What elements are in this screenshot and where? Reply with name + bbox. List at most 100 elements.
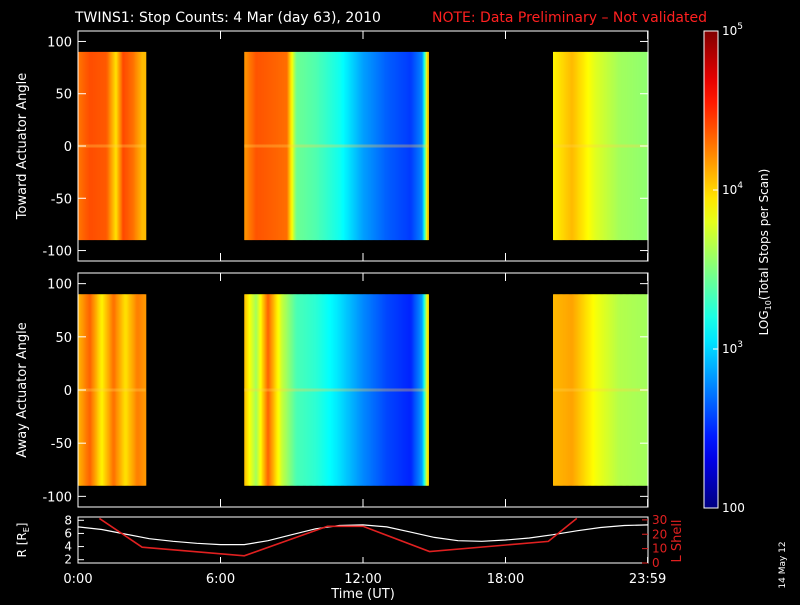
orbit-ytick-label: 6	[64, 526, 72, 540]
away-column	[277, 294, 280, 486]
away-column	[85, 294, 87, 486]
toward-column	[87, 51, 90, 241]
toward-column	[319, 51, 321, 241]
toward-column	[129, 51, 131, 241]
toward-column	[385, 51, 388, 241]
toward-column	[278, 51, 281, 241]
away-column	[631, 294, 634, 486]
away-column	[247, 294, 250, 486]
away-column	[563, 294, 566, 486]
toward-column	[110, 51, 112, 241]
away-column	[425, 294, 428, 486]
away-column	[615, 294, 618, 486]
toward-column	[370, 51, 372, 241]
toward-column	[367, 51, 370, 241]
away-column	[373, 294, 376, 486]
away-column	[605, 294, 608, 486]
toward-column	[569, 51, 572, 241]
toward-column	[349, 51, 352, 241]
away-column	[598, 294, 600, 486]
away-column	[292, 294, 295, 486]
away-column	[252, 294, 255, 486]
away-column	[368, 294, 371, 486]
toward-column	[304, 51, 307, 241]
toward-column	[395, 51, 397, 241]
toward-column	[123, 51, 125, 241]
away-column	[294, 294, 296, 486]
away-column	[401, 294, 403, 486]
orbit-xlabel: Time (UT)	[330, 587, 395, 600]
away-column	[612, 294, 615, 486]
away-column	[285, 294, 288, 486]
toward-column	[254, 51, 257, 241]
toward-column	[130, 51, 133, 241]
toward-column	[372, 51, 375, 241]
toward-column	[588, 51, 591, 241]
away-column	[345, 294, 347, 486]
toward-column	[102, 51, 105, 241]
toward-column	[245, 51, 248, 241]
toward-column	[380, 51, 383, 241]
away-column	[600, 294, 603, 486]
away-column	[617, 294, 619, 486]
toward-column	[283, 51, 286, 241]
away-column	[372, 294, 375, 486]
colorbar-tick-label: 100	[722, 501, 745, 515]
away-column	[377, 294, 380, 486]
away-column	[410, 294, 413, 486]
toward-column	[398, 51, 401, 241]
toward-column	[408, 51, 410, 241]
toward-column	[309, 51, 312, 241]
away-column	[364, 294, 366, 486]
toward-column	[315, 51, 318, 241]
away-zero-band	[244, 388, 429, 392]
away-column	[353, 294, 356, 486]
away-column	[632, 294, 635, 486]
toward-column	[257, 51, 260, 241]
toward-column	[292, 51, 295, 241]
away-column	[322, 294, 325, 486]
away-column	[326, 294, 328, 486]
away-column	[135, 294, 137, 486]
away-column	[89, 294, 92, 486]
toward-column	[390, 51, 393, 241]
toward-column	[563, 51, 566, 241]
away-column	[336, 294, 339, 486]
away-column	[97, 294, 99, 486]
toward-column	[405, 51, 408, 241]
away-column	[411, 294, 414, 486]
away-column	[561, 294, 564, 486]
away-column	[367, 294, 370, 486]
away-column	[402, 294, 404, 486]
away-column	[313, 294, 315, 486]
toward-column	[127, 51, 130, 241]
orbit-xtick-label: 23:59	[629, 572, 666, 587]
chart-title: TWINS1: Stop Counts: 4 Mar (day 63), 201…	[74, 10, 381, 26]
away-column	[360, 294, 363, 486]
away-column	[574, 294, 577, 486]
toward-column	[322, 51, 325, 241]
toward-column	[607, 51, 610, 241]
away-column	[396, 294, 399, 486]
colorbar-tick-base: 10	[722, 24, 737, 38]
away-column	[366, 294, 369, 486]
toward-column	[132, 51, 135, 241]
toward-column	[361, 51, 364, 241]
away-column	[334, 294, 337, 486]
toward-column	[112, 51, 115, 241]
toward-zero-band	[244, 144, 429, 148]
toward-column	[311, 51, 314, 241]
away-column	[344, 294, 346, 486]
toward-ytick-label: 0	[64, 140, 72, 155]
away-column	[127, 294, 130, 486]
toward-column	[555, 51, 558, 241]
away-column	[288, 294, 290, 486]
toward-column	[605, 51, 608, 241]
away-column	[626, 294, 629, 486]
toward-column	[576, 51, 579, 241]
away-column	[270, 294, 273, 486]
away-column	[418, 294, 421, 486]
toward-column	[327, 51, 330, 241]
away-column	[245, 294, 248, 486]
toward-column	[347, 51, 350, 241]
